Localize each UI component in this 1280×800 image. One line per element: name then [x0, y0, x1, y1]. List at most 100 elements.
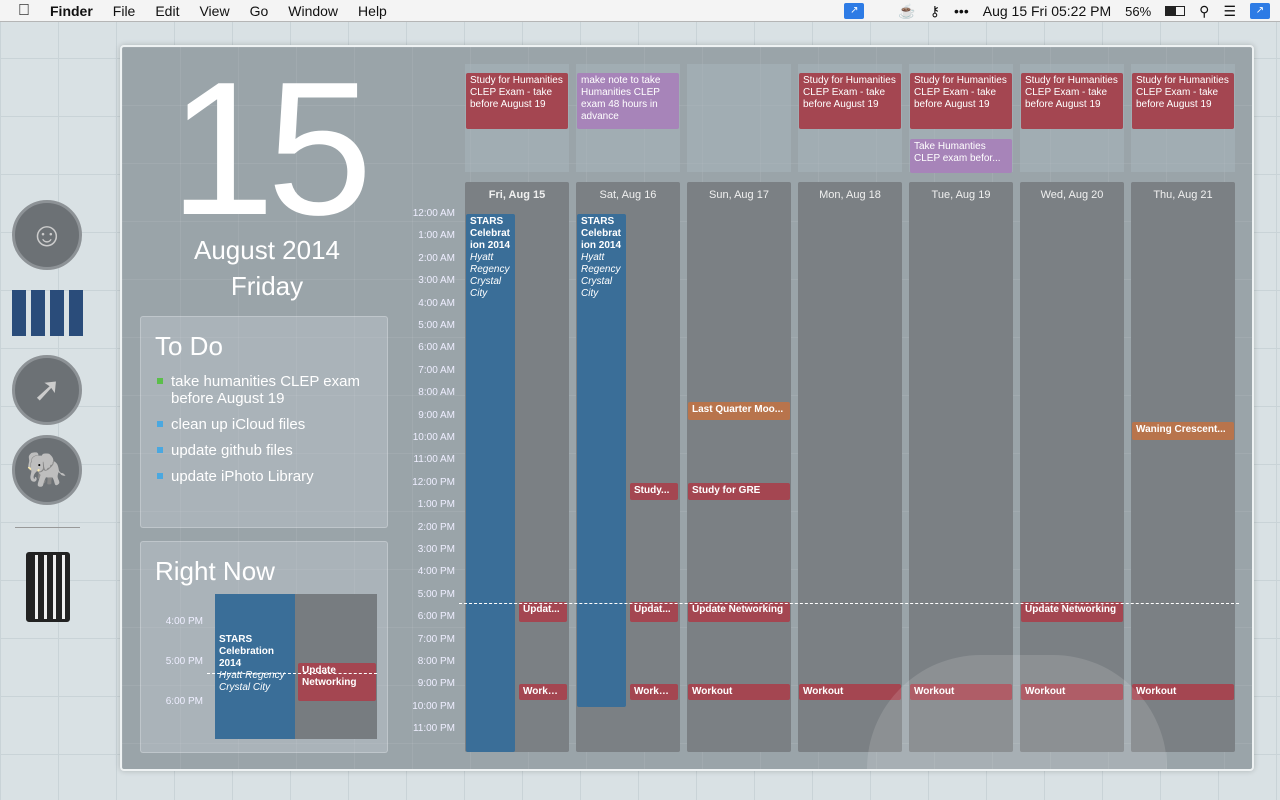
todo-item[interactable]: update github files — [155, 442, 387, 459]
right-now-title: Right Now — [155, 556, 275, 586]
calendar-event[interactable]: Workout — [1132, 684, 1234, 701]
list-icon[interactable]: ☰ — [1223, 2, 1236, 19]
all-day-cell[interactable] — [687, 64, 791, 172]
menu-app-name[interactable]: Finder — [38, 2, 93, 19]
menu-bar:  Finder File Edit View Go Window Help ↗… — [0, 0, 1280, 22]
hour-label: 7:00 PM — [417, 633, 455, 645]
todo-bullet-icon — [157, 473, 163, 479]
event-title: Workout — [634, 686, 675, 698]
menu-edit[interactable]: Edit — [143, 2, 179, 19]
calendar-event[interactable]: Update Networking — [688, 601, 790, 622]
resize-app-icon[interactable]: ↗ — [844, 3, 865, 19]
all-day-event[interactable]: Take Humanties CLEP exam befor... — [910, 139, 1012, 173]
clock[interactable]: Aug 15 Fri 05:22 PM — [982, 3, 1112, 19]
right-now-hour: 4:00 PM — [165, 616, 203, 627]
todo-card: To Do take humanities CLEP exam before A… — [140, 316, 388, 528]
day-header[interactable]: Mon, Aug 18 — [819, 189, 881, 201]
todo-bullet-icon — [157, 421, 163, 427]
calendar-event[interactable]: Workout — [799, 684, 901, 701]
calendar-event[interactable]: Workout — [519, 684, 567, 701]
all-day-event[interactable]: Study for Humanities CLEP Exam - take be… — [799, 73, 901, 129]
apple-icon[interactable]:  — [18, 2, 30, 20]
calendar-event[interactable]: Last Quarter Moo... — [688, 402, 790, 421]
event-title: Update Networking — [1025, 603, 1117, 615]
right-now-event-stars[interactable]: STARS Celebration 2014 Hyatt Regency Cry… — [215, 594, 295, 739]
right-now-event-update-networking[interactable]: Update Networking — [298, 663, 376, 701]
all-day-event[interactable]: Study for Humanities CLEP Exam - take be… — [1132, 73, 1234, 129]
day-column[interactable]: Tue, Aug 19 — [909, 182, 1013, 752]
search-icon[interactable]: ⚲ — [1199, 2, 1210, 19]
event-title: Last Quarter Moo... — [692, 404, 784, 416]
event-title: Waning Crescent... — [1136, 424, 1226, 436]
menu-go[interactable]: Go — [237, 2, 269, 19]
todo-bullet-icon — [157, 378, 163, 384]
dock-divider — [15, 527, 80, 528]
server-icon[interactable] — [12, 290, 84, 336]
day-column[interactable]: Sun, Aug 17 — [687, 182, 791, 752]
calendar-event[interactable]: STARS Celebration 2014 Hyatt Regency Crys… — [466, 214, 515, 752]
event-title: Update Networking — [692, 603, 784, 615]
menu-view[interactable]: View — [187, 2, 229, 19]
hour-label: 8:00 AM — [418, 387, 455, 399]
all-day-event[interactable]: make note to take Humanities CLEP exam 4… — [577, 73, 679, 129]
calendar-event[interactable]: Workout — [910, 684, 1012, 701]
event-title: STARS Celebration 2014 — [581, 216, 622, 251]
calendar-event[interactable]: STARS Celebration 2014 Hyatt Regency Crys… — [577, 214, 626, 707]
battery-icon[interactable] — [1165, 6, 1186, 16]
coffee-cup-icon[interactable]: ☕ — [898, 2, 916, 19]
hour-label: 6:00 AM — [418, 342, 455, 354]
day-header[interactable]: Tue, Aug 19 — [931, 189, 991, 201]
todo-item[interactable]: update iPhoto Library — [155, 468, 387, 485]
day-header[interactable]: Fri, Aug 15 — [488, 189, 546, 201]
big-day-number: 15 — [169, 45, 372, 255]
resize-app-icon-2[interactable]: ↗ — [1250, 3, 1270, 19]
day-column[interactable]: Thu, Aug 21 — [1131, 182, 1235, 752]
todo-item[interactable]: clean up iCloud files — [155, 416, 387, 433]
calendar-event[interactable]: Workout — [1021, 684, 1123, 701]
event-location: Hyatt Regency Crystal City — [219, 670, 285, 693]
more-icon[interactable]: ••• — [954, 3, 969, 19]
safari-icon[interactable]: ➚ — [12, 355, 82, 425]
menu-window[interactable]: Window — [276, 2, 338, 19]
key-icon[interactable]: ⚷ — [929, 2, 941, 19]
calendar-event[interactable]: Study... — [630, 482, 678, 500]
decorative-light-glow — [867, 655, 1167, 769]
day-column[interactable]: Wed, Aug 20 — [1020, 182, 1124, 752]
event-title: Workout — [692, 686, 733, 698]
hour-label: 10:00 AM — [412, 432, 455, 443]
hour-label: 2:00 AM — [418, 252, 455, 264]
calendar-event[interactable]: Waning Crescent... — [1132, 422, 1234, 441]
trash-icon[interactable] — [26, 552, 70, 622]
all-day-event[interactable]: Study for Humanities CLEP Exam - take be… — [466, 73, 568, 129]
todo-item[interactable]: take humanities CLEP exam before August … — [155, 373, 387, 407]
event-title: Updat... — [634, 603, 671, 615]
day-header[interactable]: Sat, Aug 16 — [599, 189, 657, 201]
hour-label: 5:00 AM — [418, 320, 455, 331]
event-title: Study for GRE — [692, 484, 761, 496]
battery-percent[interactable]: 56% — [1125, 3, 1152, 19]
evernote-icon[interactable]: 🐘 — [12, 435, 82, 505]
calendar-event[interactable]: Updat... — [630, 601, 678, 622]
day-header[interactable]: Thu, Aug 21 — [1153, 189, 1213, 201]
calendar-event[interactable]: Update Networking — [1021, 601, 1123, 622]
calendar-event[interactable]: Updat... — [519, 601, 567, 622]
hour-label: 9:00 AM — [418, 409, 455, 421]
calendar-event[interactable]: Study for GRE — [688, 482, 790, 500]
day-header[interactable]: Sun, Aug 17 — [709, 189, 769, 201]
month-year: August 2014 — [193, 235, 340, 265]
hour-label: 4:00 AM — [418, 297, 455, 309]
event-location: Hyatt Regency Crystal City — [470, 252, 510, 299]
hour-label: 8:00 PM — [417, 656, 455, 667]
all-day-event[interactable]: Study for Humanities CLEP Exam - take be… — [1021, 73, 1123, 129]
hour-label: 1:00 AM — [418, 230, 455, 242]
calendar-event[interactable]: Workout — [630, 684, 678, 701]
finder-icon[interactable]: ☺ — [12, 200, 82, 270]
all-day-event[interactable]: Study for Humanities CLEP Exam - take be… — [910, 73, 1012, 129]
day-header[interactable]: Wed, Aug 20 — [1040, 189, 1104, 201]
menu-file[interactable]: File — [100, 2, 136, 19]
hour-label: 12:00 AM — [412, 208, 455, 219]
menu-help[interactable]: Help — [346, 2, 387, 19]
day-column[interactable]: Mon, Aug 18 — [798, 182, 902, 752]
calendar-event[interactable]: Workout — [688, 684, 790, 701]
todo-item-text: take humanities CLEP exam before August … — [171, 373, 360, 407]
